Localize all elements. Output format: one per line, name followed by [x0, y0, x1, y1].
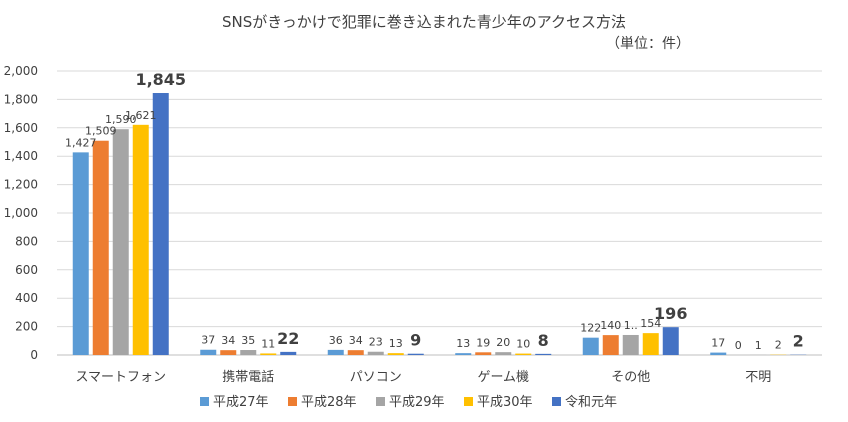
bar [280, 351, 297, 355]
legend-item: 平成28年 [288, 395, 357, 410]
bar [347, 350, 364, 355]
y-tick-label: 400 [15, 291, 38, 305]
bar [602, 335, 619, 355]
x-tick-label: ゲーム機 [477, 370, 529, 385]
x-tick-label: パソコン [350, 370, 402, 385]
bar [407, 353, 424, 355]
chart-title: SNSがきっかけで犯罪に巻き込まれた青少年のアクセス方法 [222, 13, 626, 31]
legend-label: 平成30年 [477, 395, 533, 410]
y-tick-label: 1,600 [4, 121, 38, 135]
bar [642, 333, 659, 355]
legend-item: 平成27年 [200, 395, 269, 410]
data-label: 1,845 [135, 70, 186, 89]
data-label: 13 [389, 337, 403, 350]
legend-item: 令和元年 [552, 395, 617, 410]
legend-label: 平成29年 [389, 395, 445, 410]
legend-swatch [288, 397, 297, 406]
data-label: 9 [410, 331, 421, 350]
bar [495, 352, 512, 355]
y-tick-label: 600 [15, 263, 38, 277]
y-tick-label: 200 [15, 320, 38, 334]
data-label: 1 [755, 339, 762, 352]
x-tick-label: 携帯電話 [222, 369, 274, 385]
legend-label: 平成27年 [213, 395, 269, 410]
x-tick-label: 不明 [745, 370, 771, 385]
bar [622, 334, 639, 355]
unit-note: （単位：件） [606, 36, 690, 52]
bar [582, 337, 599, 355]
x-axis-ticks: スマートフォン 携帯電話 パソコン ゲーム機 その他 不明 [75, 369, 771, 385]
legend-swatch [376, 397, 385, 406]
gridlines [57, 70, 822, 356]
data-label: 140 [600, 319, 621, 332]
legend-label: 平成28年 [301, 395, 357, 410]
y-tick-label: 1,200 [4, 178, 38, 192]
legend-swatch [200, 397, 209, 406]
data-label: 2 [775, 339, 782, 352]
data-label: 11 [261, 337, 275, 350]
y-tick-label: 800 [15, 234, 38, 248]
bar [710, 352, 727, 355]
data-label: 35 [241, 334, 255, 347]
bar [327, 349, 344, 355]
bar [240, 350, 257, 355]
y-axis-ticks: 0 200 400 600 800 1,000 1,200 1,400 1,600 1,800 2,… [4, 64, 38, 362]
data-label: 10 [516, 338, 530, 351]
bar [475, 352, 492, 355]
data-label: 8 [538, 331, 549, 350]
data-label: 1.. [624, 319, 638, 332]
data-label: 13 [456, 337, 470, 350]
y-tick-label: 2,000 [4, 64, 38, 78]
legend-swatch [464, 397, 473, 406]
data-label: 2 [793, 332, 804, 351]
data-label: 23 [369, 336, 383, 349]
legend-item: 平成29年 [376, 395, 445, 410]
bar [112, 129, 129, 355]
y-tick-label: 1,800 [4, 92, 38, 106]
data-label: 37 [201, 334, 215, 347]
y-tick-label: 1,400 [4, 149, 38, 163]
legend-item: 平成30年 [464, 395, 533, 410]
bar [220, 350, 237, 355]
y-tick-label: 1,000 [4, 206, 38, 220]
data-label: 34 [221, 334, 235, 347]
bars [72, 93, 807, 356]
data-label: 0 [735, 339, 742, 352]
bar [152, 93, 169, 355]
bar [515, 353, 532, 355]
legend-label: 令和元年 [565, 395, 617, 410]
legend-swatch [552, 397, 561, 406]
legend: 平成27年 平成28年 平成29年 平成30年 令和元年 [200, 395, 617, 410]
data-label: 20 [496, 336, 510, 349]
bar [367, 351, 384, 355]
bar [72, 152, 89, 355]
data-label: 36 [329, 334, 343, 347]
data-label: 196 [654, 304, 687, 323]
data-label: 22 [277, 329, 299, 348]
y-tick-label: 0 [30, 348, 38, 362]
bar [535, 353, 552, 355]
bar [132, 124, 149, 356]
bar [387, 353, 404, 355]
data-label: 34 [349, 334, 363, 347]
data-label: 1,621 [125, 109, 157, 122]
x-tick-label: その他 [611, 370, 650, 385]
data-label: 17 [711, 337, 725, 350]
bar [455, 353, 472, 355]
data-label: 1,427 [65, 136, 97, 149]
bar [92, 140, 109, 355]
bar [200, 349, 217, 355]
data-label: 154 [640, 317, 661, 330]
bar [662, 327, 679, 355]
data-label: 122 [580, 322, 601, 335]
data-label: 19 [476, 336, 490, 349]
x-tick-label: スマートフォン [75, 370, 166, 385]
data-label: 1,590 [105, 113, 137, 126]
bar [260, 353, 277, 355]
data-label: 1,509 [85, 125, 117, 138]
